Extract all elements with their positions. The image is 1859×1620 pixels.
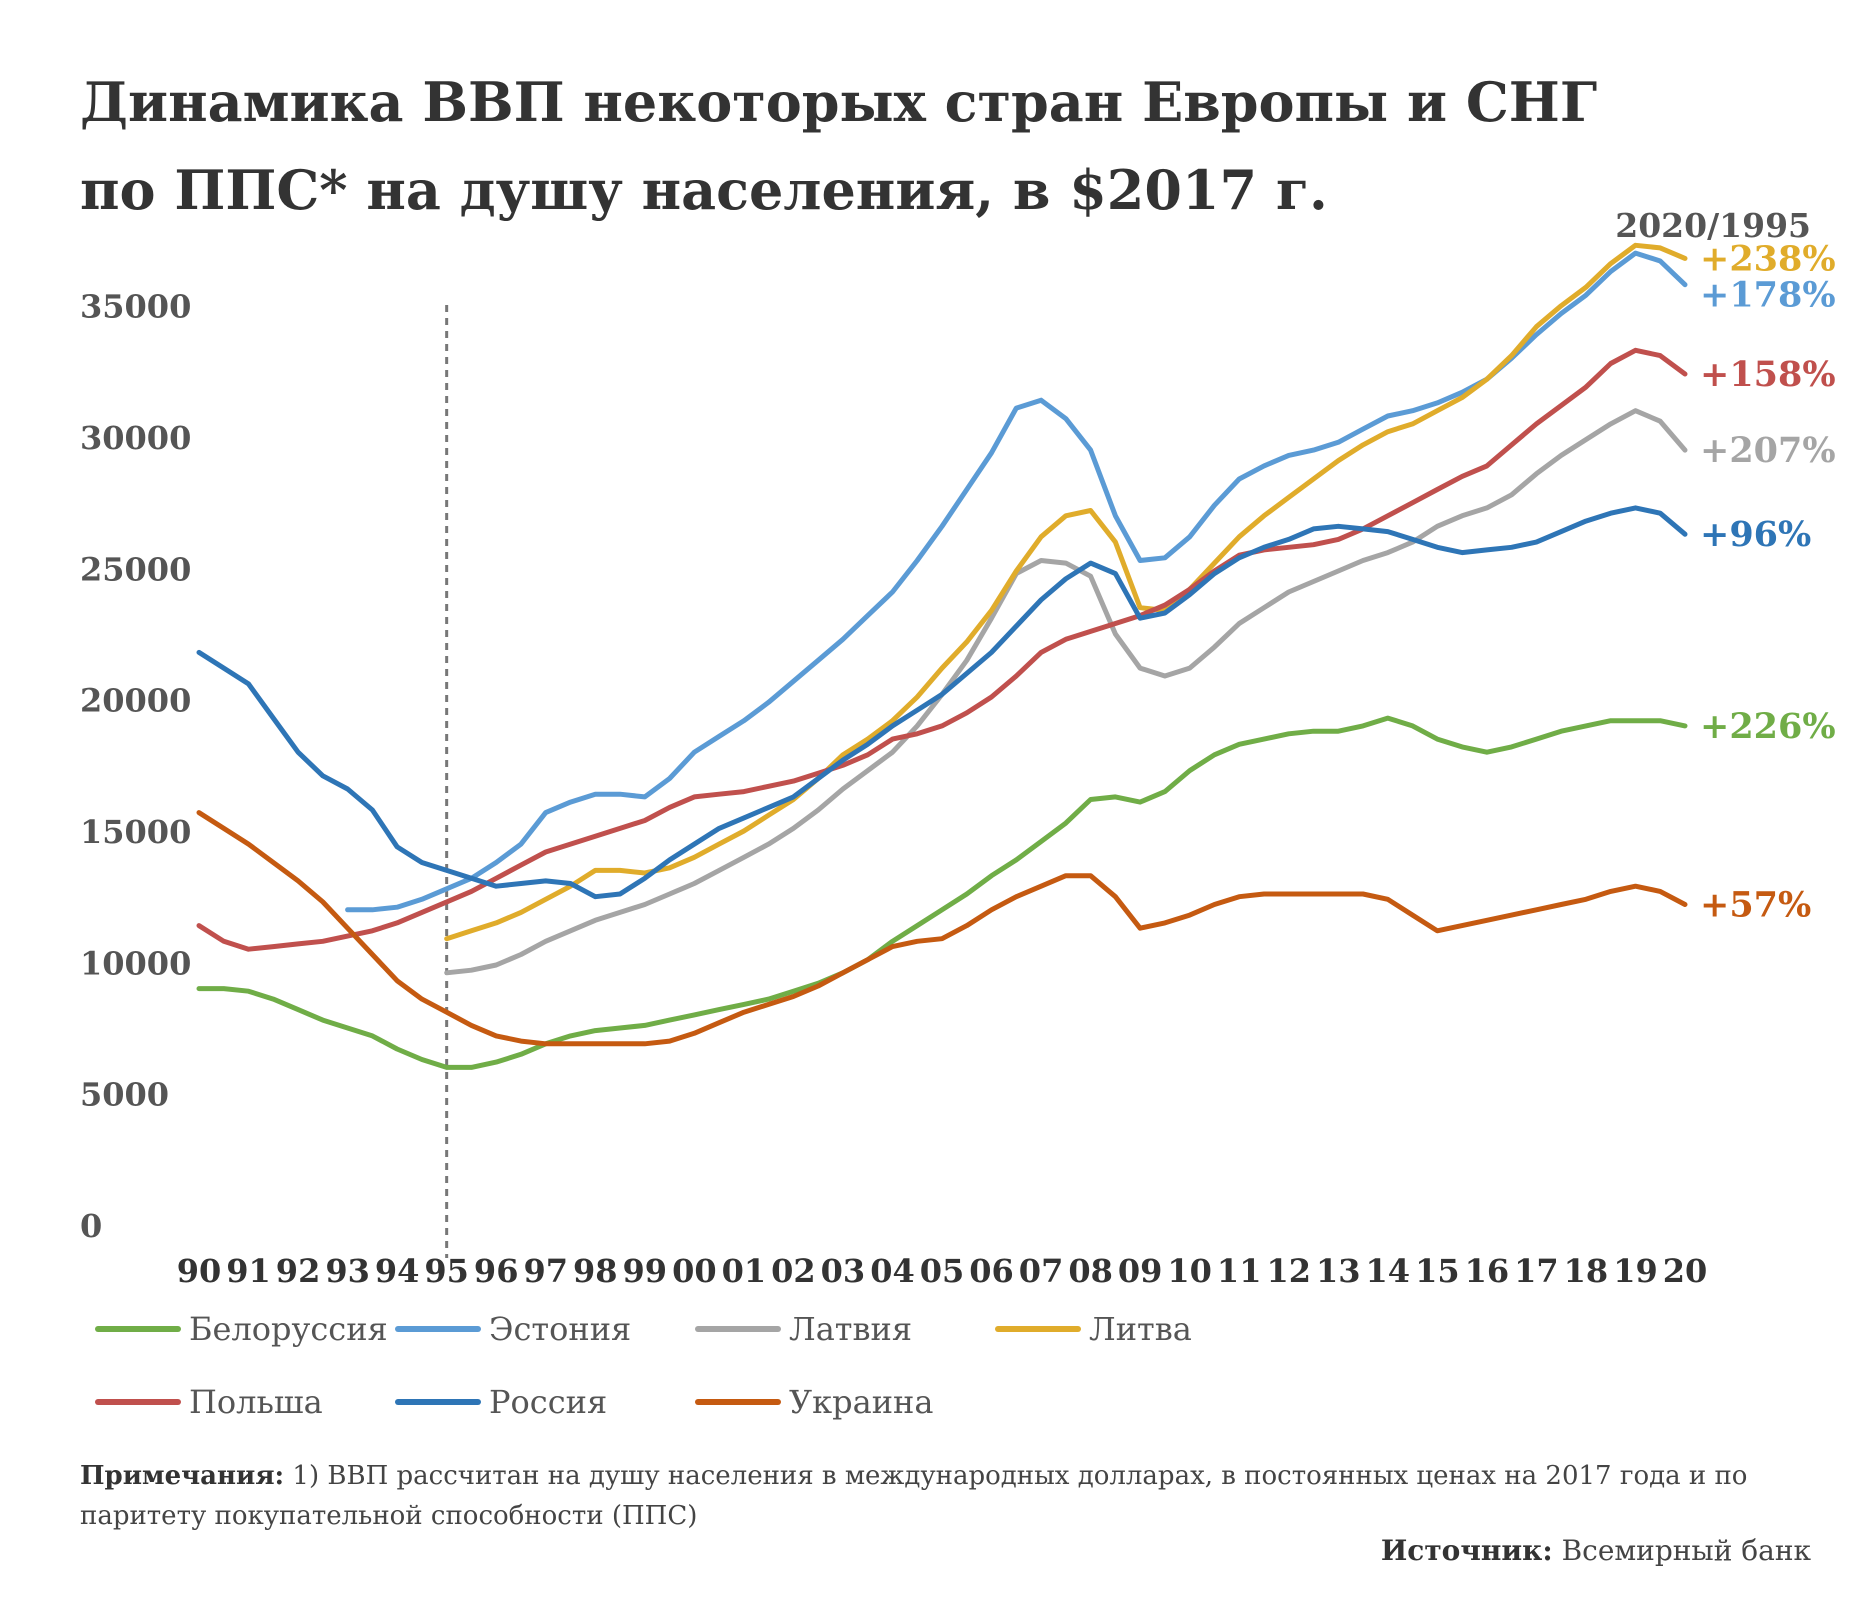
legend-swatch	[695, 1326, 781, 1332]
legend-label: Латвия	[789, 1310, 913, 1348]
x-tick-label: 19	[1613, 1252, 1658, 1290]
x-tick-label: 94	[375, 1252, 420, 1290]
change-labels: +238%+178% +158% +207% +96% +226% +57%	[1700, 238, 1836, 925]
change-label-0: +226%	[1700, 706, 1836, 747]
x-tick-label: 13	[1316, 1252, 1361, 1290]
x-tick-label: 92	[276, 1252, 321, 1290]
change-label-3: +238%	[1700, 238, 1836, 279]
chart-title: Динамика ВВП некоторых стран Европы и СН…	[80, 58, 1780, 234]
x-tick-label: 18	[1564, 1252, 1609, 1290]
series-line-1	[345, 250, 1688, 913]
y-tick-label: 5000	[80, 1076, 169, 1114]
x-tick-label: 95	[424, 1252, 469, 1290]
y-axis: 0 5000 10000 15000 20000 25000 30000 35000	[80, 288, 191, 1245]
change-label-6: +57%	[1700, 885, 1811, 926]
legend-item-4: Польша	[95, 1383, 323, 1421]
x-tick-label: 00	[672, 1252, 717, 1290]
legend-item-0: Белоруссия	[95, 1310, 388, 1348]
ratio-header: 2020/1995	[1615, 206, 1811, 245]
x-tick-label: 09	[1118, 1252, 1163, 1290]
series-line-2	[444, 408, 1688, 976]
change-label-4: +158%	[1700, 354, 1836, 395]
legend-swatch	[995, 1326, 1081, 1332]
x-tick-label: 02	[771, 1252, 816, 1290]
legend-swatch	[95, 1399, 181, 1405]
y-tick-label: 25000	[80, 550, 191, 588]
notes-label: Примечания:	[80, 1461, 285, 1491]
series-line-4	[196, 347, 1688, 952]
series-line-6	[196, 810, 1688, 1047]
x-tick-label: 12	[1266, 1252, 1311, 1290]
x-tick-label: 11	[1217, 1252, 1262, 1290]
source-text: Всемирный банк	[1561, 1534, 1811, 1567]
x-tick-label: 90	[177, 1252, 222, 1290]
x-tick-label: 01	[722, 1252, 767, 1290]
notes: Примечания: 1) ВВП рассчитан на душу нас…	[80, 1456, 1820, 1536]
x-tick-label: 16	[1465, 1252, 1510, 1290]
legend-label: Польша	[189, 1383, 323, 1421]
x-axis: 90 91 92 93 94 95 96 97 98 99 00 01 02 03 04 05 06 07 08 09…	[177, 1252, 1708, 1290]
x-tick-label: 15	[1415, 1252, 1460, 1290]
x-tick-label: 06	[969, 1252, 1014, 1290]
y-tick-label: 35000	[80, 288, 191, 326]
x-tick-label: 04	[870, 1252, 915, 1290]
legend-item-6: Украина	[695, 1383, 933, 1421]
chart-title-line-1: Динамика ВВП некоторых стран Европы и СН…	[80, 70, 1598, 134]
legend-swatch	[695, 1399, 781, 1405]
source: Источник: Всемирный банк	[1381, 1534, 1811, 1567]
legend-item-2: Латвия	[695, 1310, 912, 1348]
series-line-0	[196, 715, 1688, 1070]
change-label-5: +96%	[1700, 514, 1811, 555]
x-tick-label: 93	[325, 1252, 370, 1290]
x-tick-label: 20	[1663, 1252, 1708, 1290]
legend-item-3: Литва	[995, 1310, 1192, 1348]
x-tick-label: 91	[226, 1252, 271, 1290]
x-tick-label: 08	[1068, 1252, 1113, 1290]
legend-label: Украина	[789, 1383, 934, 1421]
x-tick-label: 07	[1019, 1252, 1064, 1290]
x-tick-label: 17	[1514, 1252, 1559, 1290]
legend-item-1: Эстония	[395, 1310, 631, 1348]
x-tick-label: 14	[1366, 1252, 1411, 1290]
x-tick-label: 05	[920, 1252, 965, 1290]
chart-title-line-2: по ППС* на душу населения, в $2017 г.	[80, 158, 1328, 222]
legend-label: Эстония	[489, 1310, 632, 1348]
series-lines	[196, 242, 1688, 1070]
y-tick-label: 15000	[80, 813, 191, 851]
x-tick-label: 03	[821, 1252, 866, 1290]
y-tick-label: 10000	[80, 944, 191, 982]
legend-item-5: Россия	[395, 1383, 607, 1421]
x-tick-label: 97	[523, 1252, 568, 1290]
x-tick-label: 96	[474, 1252, 519, 1290]
x-tick-label: 98	[573, 1252, 618, 1290]
legend-label: Белоруссия	[189, 1310, 388, 1348]
legend-label: Россия	[489, 1383, 608, 1421]
legend-swatch	[395, 1399, 481, 1405]
x-tick-label: 10	[1167, 1252, 1212, 1290]
change-label-2: +207%	[1700, 430, 1836, 471]
y-tick-label: 20000	[80, 682, 191, 720]
y-tick-label: 30000	[80, 419, 191, 457]
legend-swatch	[395, 1326, 481, 1332]
change-label-1: +178%	[1700, 274, 1836, 315]
legend-swatch	[95, 1326, 181, 1332]
y-tick-label: 0	[80, 1207, 102, 1245]
source-label: Источник:	[1380, 1534, 1553, 1567]
legend-label: Литва	[1089, 1310, 1192, 1348]
series-line-5	[196, 505, 1688, 900]
series-line-3	[444, 242, 1688, 942]
x-tick-label: 99	[623, 1252, 668, 1290]
notes-text: 1) ВВП рассчитан на душу населения в меж…	[80, 1461, 1748, 1531]
